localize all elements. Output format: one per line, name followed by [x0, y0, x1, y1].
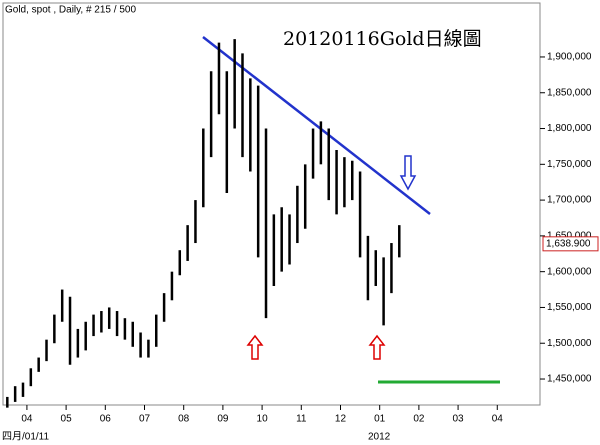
y-tick-label: 1,700,000 [547, 195, 592, 206]
trend-line [202, 36, 431, 215]
x-tick-label: 09 [217, 414, 229, 425]
y-tick-label: 1,450,000 [547, 374, 592, 385]
up-arrow [368, 334, 386, 360]
y-tick-label: 1,800,000 [547, 123, 592, 134]
x-tick-label: 03 [453, 414, 465, 425]
date-label: 四月/01/11 [2, 431, 49, 443]
x-tick-label: 08 [178, 414, 190, 425]
y-tick-label: 1,850,000 [547, 87, 592, 98]
headline: 20120116Gold日線圖 [283, 28, 482, 50]
last-price-label: 1,638.900 [546, 238, 591, 249]
x-tick-label: 04 [21, 414, 33, 425]
last-price-box [542, 236, 599, 252]
x-tick-label: 06 [100, 414, 112, 425]
y-tick-label: 1,600,000 [547, 266, 592, 277]
x-tick-label: 11 [296, 414, 307, 425]
y-tick-label: 1,550,000 [547, 302, 592, 313]
y-tick-label: 1,500,000 [547, 338, 592, 349]
x-tick-label: 10 [257, 414, 269, 425]
up-arrow [246, 334, 264, 360]
x-tick-label: 04 [492, 414, 504, 425]
x-tick-label: 01 [374, 414, 386, 425]
x-tick-label: 05 [61, 414, 73, 425]
y-tick-label: 1,900,000 [547, 52, 592, 63]
down-arrow [399, 155, 417, 191]
y-tick-label: 1,750,000 [547, 159, 592, 170]
x-tick-label: 02 [413, 414, 425, 425]
y-tick-label: 1,650,000 [547, 231, 592, 242]
x-tick-label: 07 [139, 414, 151, 425]
year-label: 2012 [368, 432, 391, 443]
plot-frame [2, 2, 541, 406]
chart-title: Gold, spot , Daily, # 215 / 500 [5, 5, 136, 16]
x-tick-label: 12 [335, 414, 347, 425]
